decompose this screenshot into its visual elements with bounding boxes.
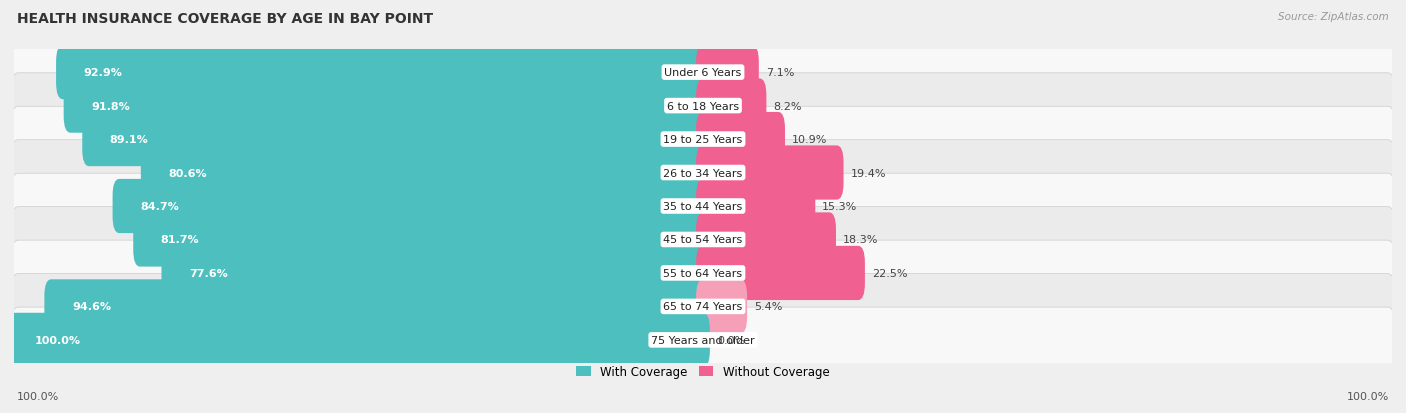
FancyBboxPatch shape — [56, 46, 710, 100]
FancyBboxPatch shape — [11, 40, 1395, 106]
Text: 19.4%: 19.4% — [851, 168, 886, 178]
FancyBboxPatch shape — [45, 280, 710, 334]
FancyBboxPatch shape — [696, 213, 837, 267]
FancyBboxPatch shape — [11, 107, 1395, 173]
Text: 35 to 44 Years: 35 to 44 Years — [664, 202, 742, 211]
FancyBboxPatch shape — [7, 313, 710, 367]
FancyBboxPatch shape — [83, 113, 710, 167]
Text: 8.2%: 8.2% — [773, 101, 801, 112]
FancyBboxPatch shape — [11, 207, 1395, 273]
Text: 84.7%: 84.7% — [141, 202, 179, 211]
FancyBboxPatch shape — [63, 79, 710, 133]
Text: 5.4%: 5.4% — [754, 301, 782, 312]
FancyBboxPatch shape — [696, 113, 785, 167]
Text: 7.1%: 7.1% — [766, 68, 794, 78]
Text: 18.3%: 18.3% — [842, 235, 879, 245]
Text: 91.8%: 91.8% — [91, 101, 129, 112]
Text: 15.3%: 15.3% — [823, 202, 858, 211]
FancyBboxPatch shape — [11, 274, 1395, 339]
Text: 22.5%: 22.5% — [872, 268, 907, 278]
FancyBboxPatch shape — [696, 46, 759, 100]
FancyBboxPatch shape — [696, 246, 865, 300]
Text: 10.9%: 10.9% — [792, 135, 827, 145]
FancyBboxPatch shape — [696, 180, 815, 233]
Text: 89.1%: 89.1% — [110, 135, 149, 145]
FancyBboxPatch shape — [696, 280, 747, 334]
FancyBboxPatch shape — [11, 307, 1395, 373]
Text: 80.6%: 80.6% — [169, 168, 207, 178]
Text: Source: ZipAtlas.com: Source: ZipAtlas.com — [1278, 12, 1389, 22]
Text: 81.7%: 81.7% — [160, 235, 200, 245]
Text: 6 to 18 Years: 6 to 18 Years — [666, 101, 740, 112]
Text: HEALTH INSURANCE COVERAGE BY AGE IN BAY POINT: HEALTH INSURANCE COVERAGE BY AGE IN BAY … — [17, 12, 433, 26]
FancyBboxPatch shape — [11, 174, 1395, 239]
FancyBboxPatch shape — [696, 79, 766, 133]
Text: 100.0%: 100.0% — [17, 391, 59, 401]
Text: 100.0%: 100.0% — [35, 335, 80, 345]
FancyBboxPatch shape — [11, 140, 1395, 206]
Text: 75 Years and older: 75 Years and older — [651, 335, 755, 345]
Text: 77.6%: 77.6% — [188, 268, 228, 278]
Text: 45 to 54 Years: 45 to 54 Years — [664, 235, 742, 245]
FancyBboxPatch shape — [141, 146, 710, 200]
FancyBboxPatch shape — [696, 146, 844, 200]
FancyBboxPatch shape — [11, 240, 1395, 306]
Text: 26 to 34 Years: 26 to 34 Years — [664, 168, 742, 178]
Text: 100.0%: 100.0% — [1347, 391, 1389, 401]
Text: 19 to 25 Years: 19 to 25 Years — [664, 135, 742, 145]
Text: 65 to 74 Years: 65 to 74 Years — [664, 301, 742, 312]
Text: 55 to 64 Years: 55 to 64 Years — [664, 268, 742, 278]
FancyBboxPatch shape — [112, 180, 710, 233]
Legend: With Coverage, Without Coverage: With Coverage, Without Coverage — [572, 360, 834, 383]
FancyBboxPatch shape — [11, 74, 1395, 139]
Text: Under 6 Years: Under 6 Years — [665, 68, 741, 78]
Text: 92.9%: 92.9% — [83, 68, 122, 78]
FancyBboxPatch shape — [162, 246, 710, 300]
Text: 0.0%: 0.0% — [717, 335, 745, 345]
Text: 94.6%: 94.6% — [72, 301, 111, 312]
FancyBboxPatch shape — [134, 213, 710, 267]
